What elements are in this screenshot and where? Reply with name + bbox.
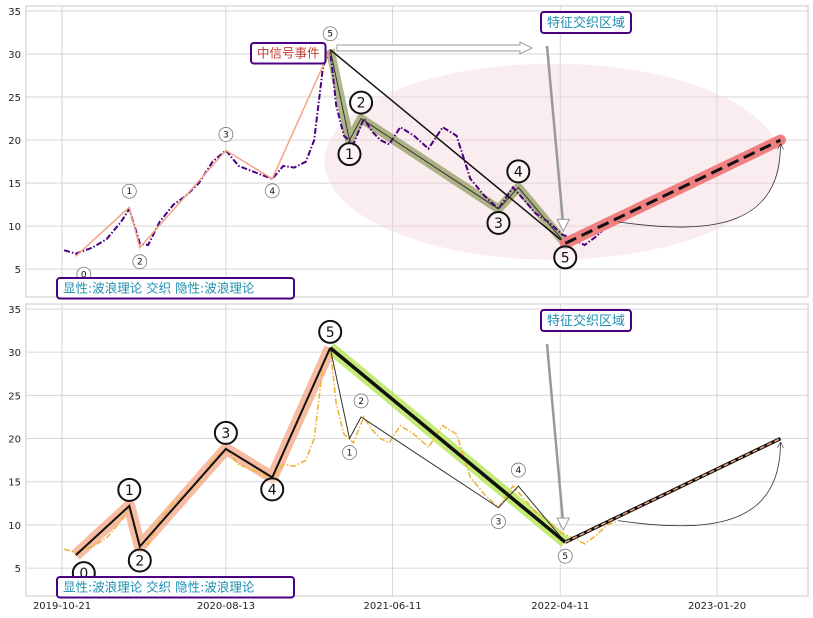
feature-area-label: 特征交织区域 (547, 313, 625, 329)
correction-trend-line (329, 346, 567, 544)
y-tick-label: 5 (15, 265, 21, 276)
forecast-curve-arrow (618, 443, 780, 527)
y-tick-label: 20 (8, 435, 21, 446)
y-tick-label: 15 (8, 179, 21, 190)
impulse-wave-5-label: 5 (326, 325, 335, 341)
correction-wave-5-label: 5 (562, 552, 568, 562)
signal-event-label-box (250, 42, 327, 65)
theory-legend-label-box (56, 277, 295, 300)
impulse-wave-0-label: 0 (81, 270, 87, 280)
correction-wave-1-marker (337, 142, 362, 167)
feature-zone-ellipse (324, 63, 781, 260)
correction-wave-1-label: 1 (345, 147, 354, 163)
feature-area-label-box (540, 309, 632, 332)
correction-wave-1-marker (342, 445, 357, 460)
x-tick-label: 2021-06-11 (363, 601, 421, 612)
impulse-wave-2-marker (132, 254, 148, 270)
feature-pointer-arrowhead (556, 517, 571, 532)
correction-wave-2-label: 2 (358, 397, 364, 407)
correction-wave-3-marker (486, 210, 511, 235)
impulse-wave-3-marker (218, 127, 234, 142)
impulse-wave-4-label: 4 (268, 482, 277, 498)
y-tick-label: 10 (8, 521, 21, 532)
impulse-wave-3-label: 3 (223, 130, 229, 140)
impulse-wave-2-label: 2 (135, 554, 144, 570)
forecast-line (564, 138, 782, 245)
y-tick-label: 5 (15, 564, 21, 575)
impulse-wave-4-marker (264, 183, 280, 199)
impulse-wave-4-marker (260, 477, 285, 502)
y-tick-label: 30 (8, 50, 21, 61)
correction-wave-3-marker (491, 514, 506, 530)
x-tick-label: 2019-10-21 (33, 601, 91, 612)
forecast-curve-arrow (618, 144, 780, 228)
correction-wave-3-label: 3 (496, 518, 502, 528)
impulse-wave-4-label: 4 (269, 187, 275, 197)
impulse-wave-5-label: 5 (327, 30, 333, 40)
y-tick-label: 35 (8, 305, 21, 316)
impulse-wave-5-marker (322, 26, 338, 42)
impulse-wave-line (75, 49, 331, 257)
feature-pointer-arrow (545, 343, 565, 525)
correction-wave-4-label: 4 (514, 164, 523, 180)
y-tick-label: 25 (8, 391, 21, 402)
x-tick-label: 2022-04-11 (531, 601, 589, 612)
impulse-wave-1-marker (117, 477, 142, 502)
impulse-wave-0-label: 0 (79, 566, 88, 582)
impulse-wave-1-marker (121, 183, 137, 199)
theory-legend-label: 显性:波浪理论 交织 隐性:波浪理论 (63, 580, 255, 595)
correction-wave-4-label: 4 (515, 466, 521, 476)
y-tick-label: 30 (8, 348, 21, 359)
correction-wave-4-marker (510, 462, 526, 478)
correction-wave-3-label: 3 (494, 216, 503, 232)
y-tick-label: 15 (8, 478, 21, 489)
feature-pointer-arrow (545, 45, 565, 226)
impulse-wave-3-marker (213, 420, 238, 445)
impulse-wave-2-label: 2 (137, 258, 143, 268)
correction-wave-line (329, 49, 566, 244)
signal-event-label: 中信号事件 (257, 46, 320, 61)
correction-wave-line (329, 347, 566, 543)
correction-trend-line (329, 49, 566, 244)
y-tick-label: 20 (8, 136, 21, 147)
impulse-wave-5-marker (318, 319, 343, 344)
theory-legend-label: 显性:波浪理论 交织 隐性:波浪理论 (63, 281, 255, 296)
impulse-wave-3-label: 3 (221, 426, 230, 442)
theory-legend-label-box (56, 576, 295, 599)
correction-wave-1-label: 1 (347, 449, 353, 459)
impulse-wave-1-label: 1 (126, 187, 132, 197)
impulse-wave-2-marker (127, 548, 152, 573)
price-series-line (63, 347, 619, 554)
correction-wave-2-label: 2 (357, 96, 366, 112)
price-series-line (63, 49, 619, 255)
y-tick-label: 35 (8, 7, 21, 18)
y-tick-label: 25 (8, 93, 21, 104)
signal-event-arrow (336, 41, 534, 55)
correction-wave-5-marker (557, 548, 573, 564)
impulse-wave-1-label: 1 (125, 483, 134, 499)
feature-area-label-box (540, 11, 632, 34)
correction-wave-2-marker (349, 90, 374, 115)
correction-wave-5-marker (553, 245, 578, 270)
correction-wave-2-marker (353, 393, 369, 409)
impulse-wave-line (75, 347, 332, 556)
x-tick-label: 2023-01-20 (688, 601, 746, 612)
y-tick-label: 10 (8, 222, 21, 233)
x-tick-label: 2020-08-13 (197, 601, 255, 612)
forecast-band (564, 436, 782, 544)
feature-area-label: 特征交织区域 (547, 15, 625, 31)
correction-wave-4-marker (506, 159, 531, 184)
feature-pointer-arrowhead (556, 218, 571, 233)
correction-wave-5-label: 5 (561, 250, 570, 266)
